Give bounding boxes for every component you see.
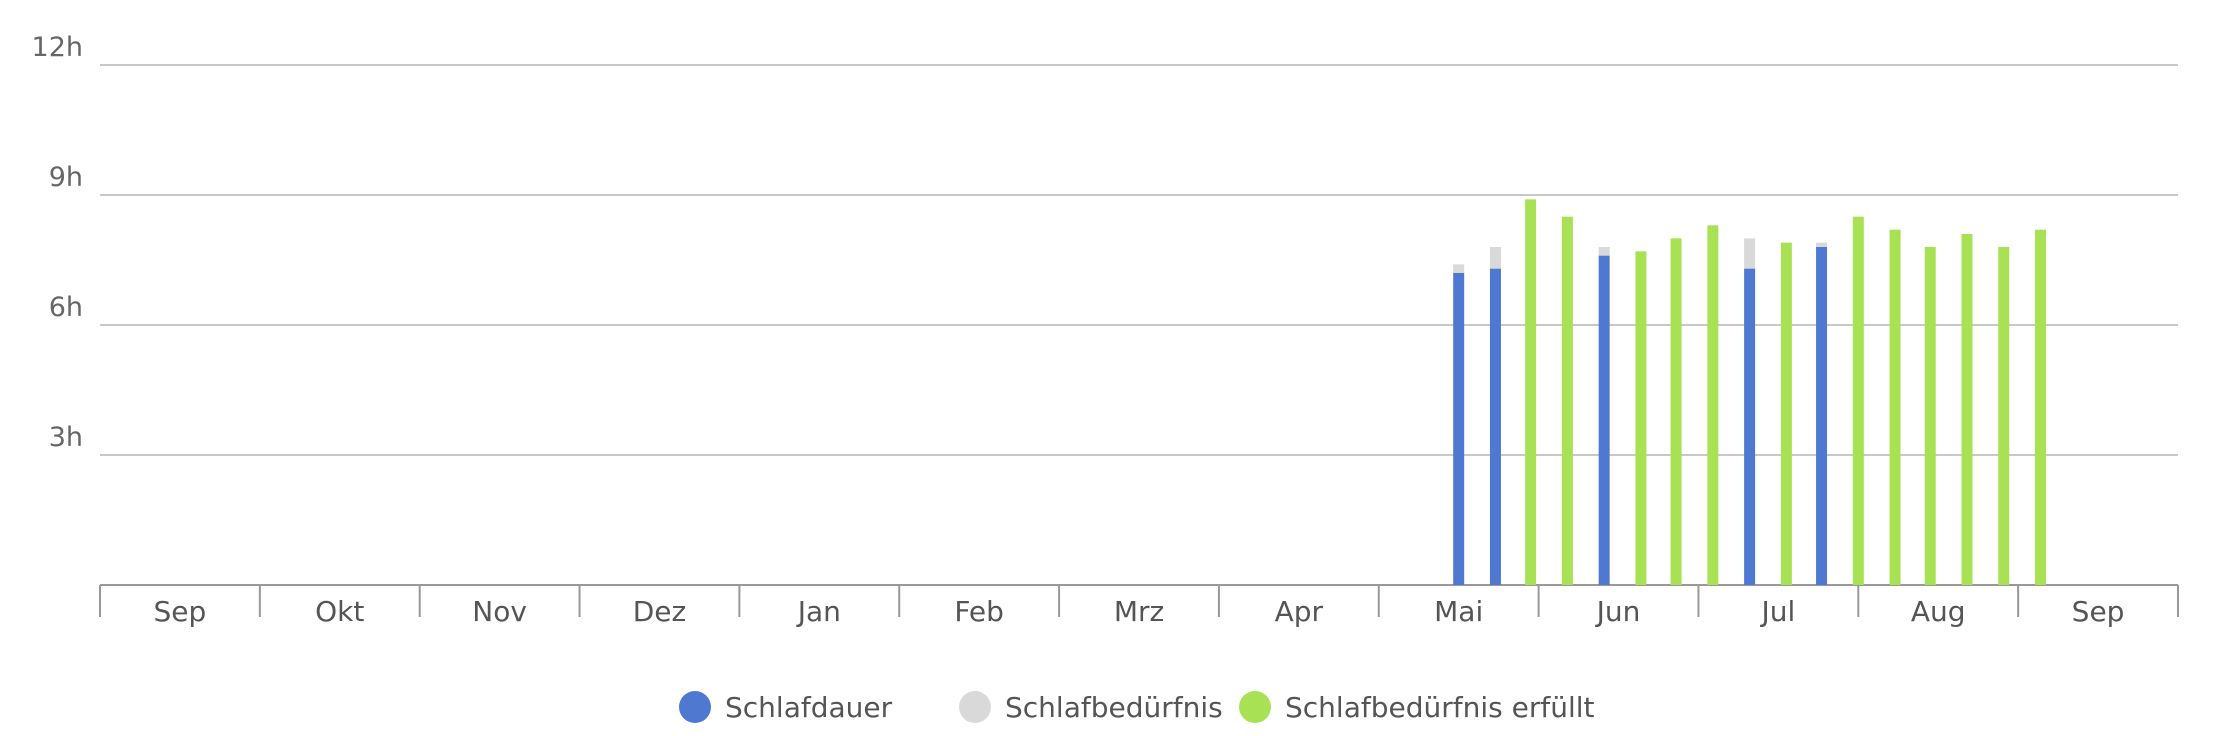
bar-schlafbeduerfnis-erfuellt [1852,216,1864,585]
legend-item[interactable]: Schlafbedürfnis erfüllt [1239,691,1595,724]
y-tick-label: 9h [49,162,83,193]
x-tick-label: Apr [1275,595,1324,628]
bar-schlafbeduerfnis [1598,247,1610,256]
bar-schlafbeduerfnis-erfuellt [2035,229,2047,585]
bar-schlafdauer [1816,247,1828,585]
y-tick-label: 6h [49,292,83,323]
grid-lines [100,64,2178,456]
y-axis-ticks: 3h 6h 9h 12h [32,32,83,453]
bar-schlafbeduerfnis [1453,264,1465,273]
x-tick-label: Feb [954,595,1004,628]
x-axis: Sep Okt Nov Dez Jan Feb Mrz Apr Mai Jun Jul Aug Sep [99,584,2179,628]
x-tick-label: Jun [1595,595,1641,628]
legend-marker [679,691,711,723]
bar-schlafdauer [1744,268,1756,585]
bar-schlafbeduerfnis-erfuellt [1635,251,1647,586]
legend-marker [959,691,991,723]
bar-schlafbeduerfnis-erfuellt [1924,247,1936,585]
legend-label: Schlafdauer [725,691,893,724]
legend-label: Schlafbedürfnis erfüllt [1285,691,1595,724]
x-tick-label: Aug [1911,595,1966,628]
bar-schlafbeduerfnis-erfuellt [1961,234,1973,585]
bars [1453,199,2047,586]
legend-marker [1239,691,1271,723]
x-tick-label: Sep [154,595,207,628]
legend: Schlafdauer Schlafbedürfnis Schlafbedürfni… [679,691,1595,724]
x-tick-label: Mrz [1114,595,1164,628]
bar-schlafbeduerfnis-erfuellt [1525,199,1537,586]
x-tick-label: Jul [1759,595,1795,628]
bar-schlafbeduerfnis [1489,247,1501,269]
bar-schlafbeduerfnis-erfuellt [1561,216,1573,585]
legend-item[interactable]: Schlafbedürfnis [959,691,1223,724]
legend-label: Schlafbedürfnis [1005,691,1223,724]
y-tick-label: 3h [49,422,83,453]
bar-schlafbeduerfnis-erfuellt [1707,225,1719,586]
bar-schlafbeduerfnis-erfuellt [1670,238,1682,586]
bar-schlafbeduerfnis [1816,242,1828,247]
y-tick-label: 12h [32,32,83,63]
bar-schlafbeduerfnis-erfuellt [1889,229,1901,585]
bar-schlafdauer [1598,255,1610,585]
x-tick-label: Dez [633,595,686,628]
x-tick-label: Jan [796,595,841,628]
bar-schlafbeduerfnis-erfuellt [1780,242,1792,585]
x-tick-label: Sep [2072,595,2125,628]
bar-schlafdauer [1453,273,1465,585]
legend-item[interactable]: Schlafdauer [679,691,893,724]
x-tick-label: Okt [315,595,364,628]
bar-schlafbeduerfnis-erfuellt [1998,247,2010,585]
x-tick-label: Mai [1434,595,1483,628]
x-tick-label: Nov [472,595,527,628]
bar-schlafbeduerfnis [1744,238,1756,269]
bar-schlafdauer [1489,268,1501,585]
